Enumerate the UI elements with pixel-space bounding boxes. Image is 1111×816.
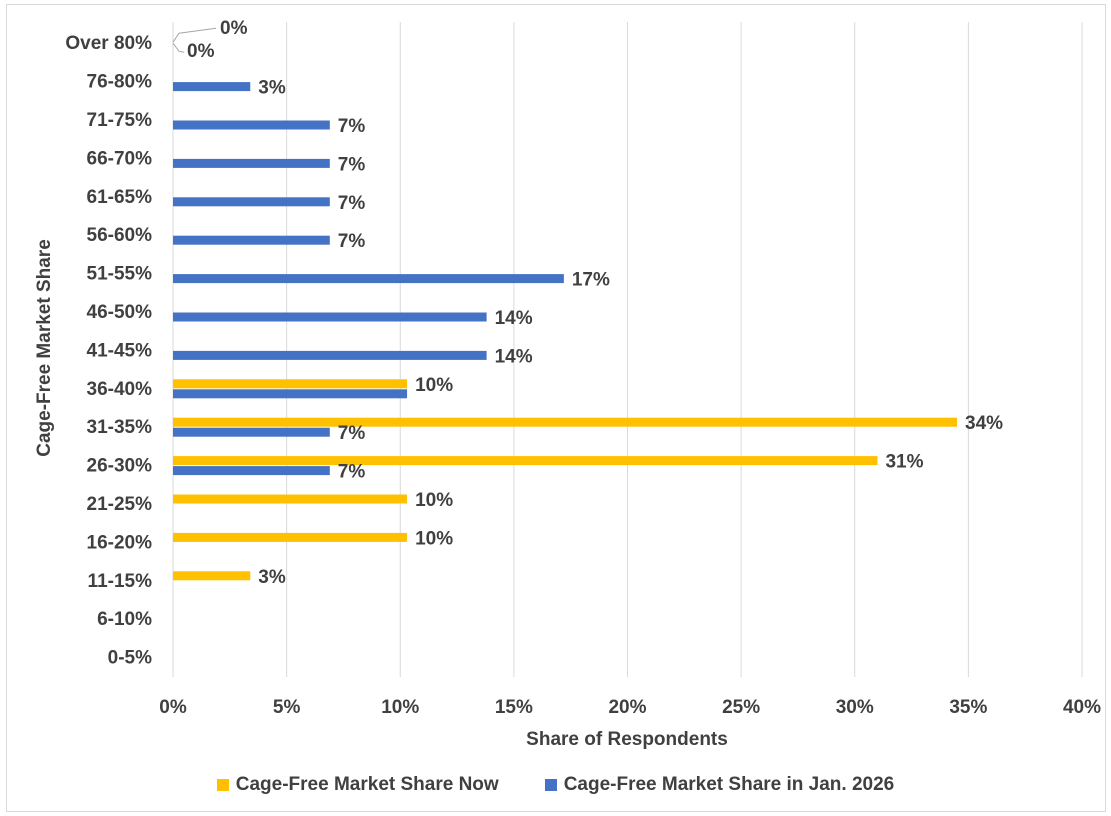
data-label: 0%	[187, 41, 215, 62]
x-tick-label: 30%	[836, 697, 874, 718]
y-tick-label: 21-25%	[87, 494, 153, 515]
data-label: 3%	[258, 567, 286, 588]
data-label: 7%	[338, 231, 366, 252]
data-label: 10%	[415, 375, 453, 396]
bar	[173, 389, 408, 399]
y-tick-label: Over 80%	[65, 33, 152, 54]
bar	[173, 274, 564, 284]
x-tick-label: 5%	[273, 697, 301, 718]
bar	[173, 312, 487, 322]
bar	[173, 494, 408, 504]
data-label: 7%	[338, 154, 366, 175]
data-label: 3%	[258, 78, 286, 99]
leader-line	[172, 27, 217, 43]
x-tick-label: 20%	[608, 697, 646, 718]
data-label: 10%	[415, 528, 453, 549]
data-label: 7%	[338, 116, 366, 137]
y-tick-label: 76-80%	[87, 72, 153, 93]
y-tick-label: 46-50%	[87, 302, 153, 323]
bar-chart: 3% 10% 10% 31% 34% 10% 0% 7% 7% 14% 14% 17% 7% 7% 7% 7%…	[34, 18, 1101, 750]
x-axis-label: Share of Respondents	[526, 729, 728, 750]
y-tick-label: 26-30%	[87, 456, 153, 477]
y-tick-label: 16-20%	[87, 532, 153, 553]
bar	[173, 82, 251, 92]
legend-item-2026: Cage-Free Market Share in Jan. 2026	[544, 774, 895, 796]
bar	[173, 456, 878, 466]
grid-lines	[172, 22, 1083, 677]
bar	[173, 571, 251, 581]
data-label: 14%	[495, 308, 533, 329]
bar	[173, 379, 408, 389]
data-label: 7%	[338, 423, 366, 444]
x-tick-label: 25%	[722, 697, 760, 718]
y-tick-label: 41-45%	[87, 340, 153, 361]
x-tick-labels: 0% 5% 10% 15% 20% 25% 30% 35% 40%	[159, 697, 1101, 718]
x-tick-label: 10%	[381, 697, 419, 718]
data-label: 7%	[338, 193, 366, 214]
bar	[173, 466, 330, 476]
bar	[173, 417, 958, 427]
bar	[173, 427, 330, 437]
bar	[173, 532, 408, 542]
data-label: 7%	[338, 462, 366, 483]
y-tick-label: 66-70%	[87, 148, 153, 169]
data-label: 17%	[572, 270, 610, 291]
legend-label-now: Cage-Free Market Share Now	[235, 774, 499, 795]
y-tick-label: 31-35%	[87, 417, 153, 438]
x-tick-label: 35%	[949, 697, 987, 718]
y-tick-label: 6-10%	[97, 609, 152, 630]
bars	[173, 82, 958, 581]
data-label: 31%	[885, 452, 923, 473]
data-label: 10%	[415, 490, 453, 511]
legend-swatch-now	[216, 779, 229, 791]
bar	[173, 350, 487, 360]
y-tick-label: 56-60%	[87, 225, 153, 246]
legend-label-2026: Cage-Free Market Share in Jan. 2026	[563, 774, 895, 795]
legend-item-now: Cage-Free Market Share Now	[216, 774, 499, 796]
chart-frame	[6, 4, 1106, 812]
leader-line	[172, 42, 185, 53]
bar	[173, 235, 330, 245]
y-tick-label: 36-40%	[87, 379, 153, 400]
y-tick-label: 11-15%	[88, 571, 153, 592]
x-tick-label: 0%	[159, 697, 187, 718]
data-labels: 3% 10% 10% 31% 34% 10% 0% 7% 7% 14% 14% 17% 7% 7% 7% 7%…	[187, 18, 1003, 588]
y-tick-label: 71-75%	[87, 110, 153, 131]
data-label: 34%	[965, 413, 1003, 434]
y-tick-labels: 0-5% 6-10% 11-15% 16-20% 21-25% 26-30% 31-35% 3…	[65, 33, 152, 668]
x-tick-label: 15%	[495, 697, 533, 718]
y-tick-label: 51-55%	[87, 264, 153, 285]
bar	[173, 158, 330, 168]
bar	[173, 197, 330, 207]
legend: Cage-Free Market Share Now Cage-Free Mar…	[0, 770, 1111, 800]
y-tick-label: 61-65%	[87, 187, 153, 208]
y-axis-label: Cage-Free Market Share	[34, 239, 55, 457]
legend-swatch-2026	[544, 779, 557, 791]
data-label: 14%	[495, 346, 533, 367]
data-label: 0%	[220, 18, 248, 39]
bar	[173, 120, 330, 130]
x-tick-label: 40%	[1063, 697, 1101, 718]
y-tick-label: 0-5%	[108, 648, 152, 669]
leader-lines	[172, 27, 217, 53]
